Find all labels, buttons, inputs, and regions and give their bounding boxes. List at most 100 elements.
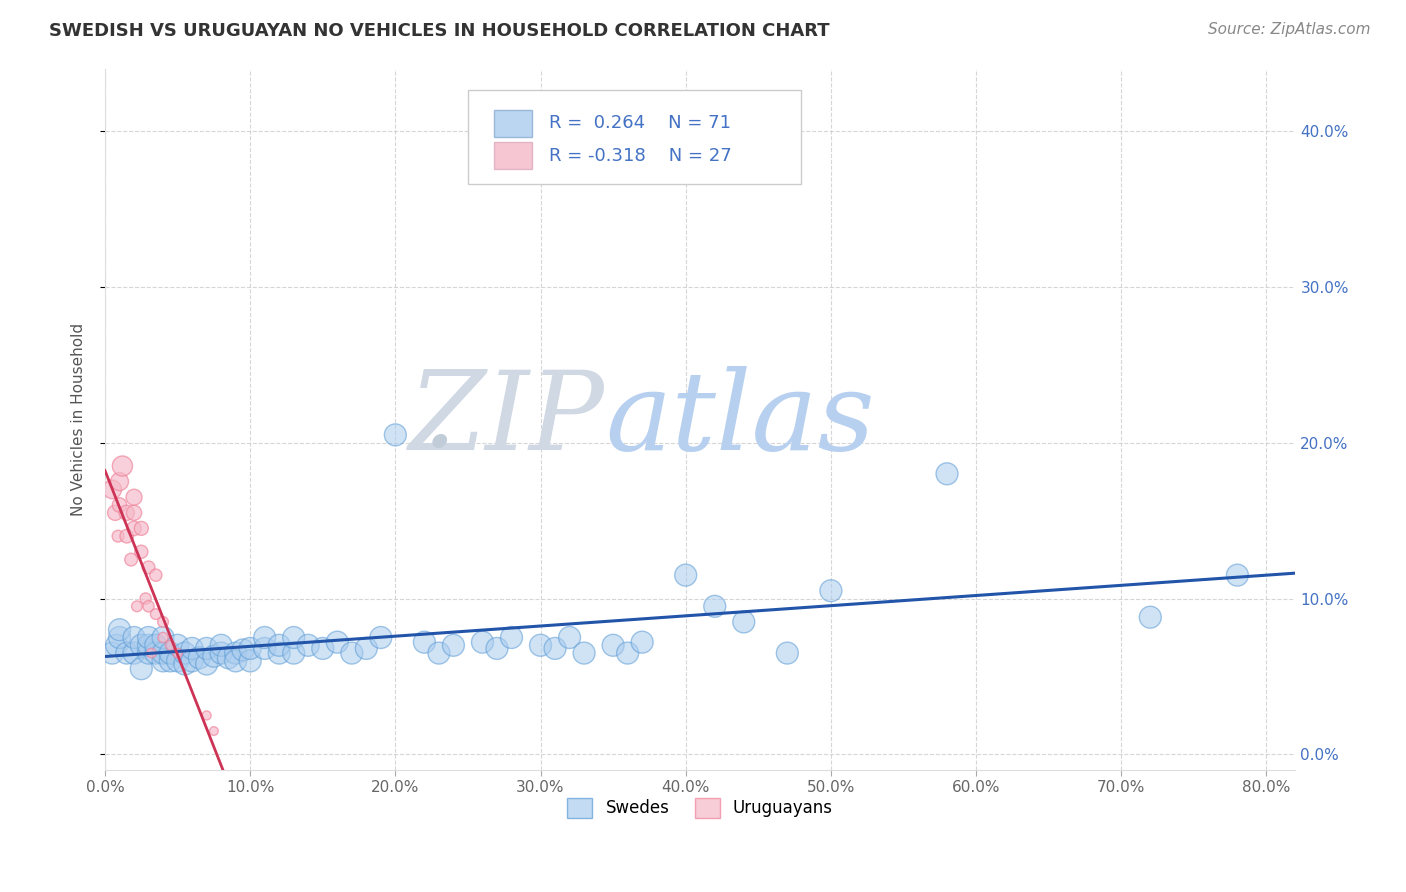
Point bbox=[159, 646, 181, 660]
Point bbox=[108, 498, 131, 512]
Point bbox=[122, 490, 145, 504]
Point bbox=[239, 641, 262, 656]
Point bbox=[195, 641, 218, 656]
Point bbox=[202, 649, 225, 664]
Text: .: . bbox=[420, 362, 456, 469]
Point bbox=[145, 568, 167, 582]
Point bbox=[297, 638, 319, 652]
Point bbox=[253, 631, 276, 645]
Point bbox=[529, 638, 551, 652]
Point bbox=[122, 631, 145, 645]
Point bbox=[166, 654, 188, 668]
Point bbox=[152, 646, 174, 660]
Point bbox=[253, 641, 276, 656]
Point bbox=[225, 646, 247, 660]
Point bbox=[572, 646, 595, 660]
Point bbox=[108, 623, 131, 637]
Point bbox=[145, 607, 167, 621]
Point bbox=[152, 615, 174, 629]
Point bbox=[111, 458, 134, 473]
Point bbox=[129, 545, 152, 559]
Text: ZIP: ZIP bbox=[409, 366, 605, 473]
Point bbox=[195, 708, 218, 723]
Point bbox=[485, 641, 508, 656]
Point bbox=[384, 427, 406, 442]
Point bbox=[181, 641, 204, 656]
Point bbox=[441, 638, 464, 652]
Point bbox=[138, 631, 160, 645]
Point bbox=[269, 646, 291, 660]
Point bbox=[370, 631, 392, 645]
FancyBboxPatch shape bbox=[495, 110, 533, 136]
Point bbox=[108, 631, 131, 645]
Text: R =  0.264    N = 71: R = 0.264 N = 71 bbox=[548, 114, 731, 132]
Point bbox=[195, 657, 218, 671]
Point bbox=[105, 638, 128, 652]
Point bbox=[675, 568, 697, 582]
Point bbox=[544, 641, 567, 656]
Point bbox=[115, 646, 138, 660]
Point bbox=[145, 638, 167, 652]
Point bbox=[631, 635, 654, 649]
FancyBboxPatch shape bbox=[468, 89, 801, 185]
Point bbox=[138, 638, 160, 652]
Text: R = -0.318    N = 27: R = -0.318 N = 27 bbox=[548, 146, 731, 164]
Point bbox=[135, 591, 157, 606]
Point bbox=[326, 635, 349, 649]
Point bbox=[239, 654, 262, 668]
Point bbox=[159, 638, 181, 652]
Point bbox=[209, 638, 232, 652]
Point bbox=[356, 641, 378, 656]
Text: atlas: atlas bbox=[605, 366, 875, 473]
Point bbox=[936, 467, 959, 481]
Point bbox=[776, 646, 799, 660]
Point bbox=[138, 599, 160, 614]
Point bbox=[733, 615, 755, 629]
Point bbox=[269, 638, 291, 652]
Point bbox=[602, 638, 624, 652]
Point bbox=[209, 646, 232, 660]
FancyBboxPatch shape bbox=[495, 142, 533, 169]
Point bbox=[107, 529, 129, 543]
Point bbox=[173, 657, 195, 671]
Point bbox=[129, 521, 152, 535]
Point bbox=[413, 635, 436, 649]
Point bbox=[232, 643, 254, 657]
Point bbox=[115, 506, 138, 520]
Point bbox=[115, 529, 138, 543]
Point bbox=[340, 646, 363, 660]
Point bbox=[283, 631, 305, 645]
Point bbox=[188, 650, 211, 665]
Legend: Swedes, Uruguayans: Swedes, Uruguayans bbox=[561, 791, 839, 825]
Point bbox=[122, 521, 145, 535]
Point bbox=[101, 483, 124, 497]
Point bbox=[312, 641, 335, 656]
Y-axis label: No Vehicles in Household: No Vehicles in Household bbox=[72, 323, 86, 516]
Point bbox=[173, 646, 195, 660]
Point bbox=[820, 583, 842, 598]
Point bbox=[283, 646, 305, 660]
Point bbox=[101, 646, 124, 660]
Point bbox=[166, 638, 188, 652]
Point bbox=[108, 475, 131, 489]
Point bbox=[202, 724, 225, 739]
Point bbox=[1139, 610, 1161, 624]
Point bbox=[138, 646, 160, 660]
Point bbox=[1226, 568, 1249, 582]
Point bbox=[122, 646, 145, 660]
Text: Source: ZipAtlas.com: Source: ZipAtlas.com bbox=[1208, 22, 1371, 37]
Point bbox=[181, 654, 204, 668]
Point bbox=[427, 646, 450, 660]
Point bbox=[217, 650, 239, 665]
Point bbox=[616, 646, 638, 660]
Point bbox=[141, 646, 163, 660]
Point bbox=[138, 560, 160, 574]
Point bbox=[129, 662, 152, 676]
Point bbox=[225, 654, 247, 668]
Point bbox=[558, 631, 581, 645]
Point bbox=[145, 646, 167, 660]
Point bbox=[122, 506, 145, 520]
Point bbox=[159, 654, 181, 668]
Point bbox=[152, 654, 174, 668]
Point bbox=[129, 638, 152, 652]
